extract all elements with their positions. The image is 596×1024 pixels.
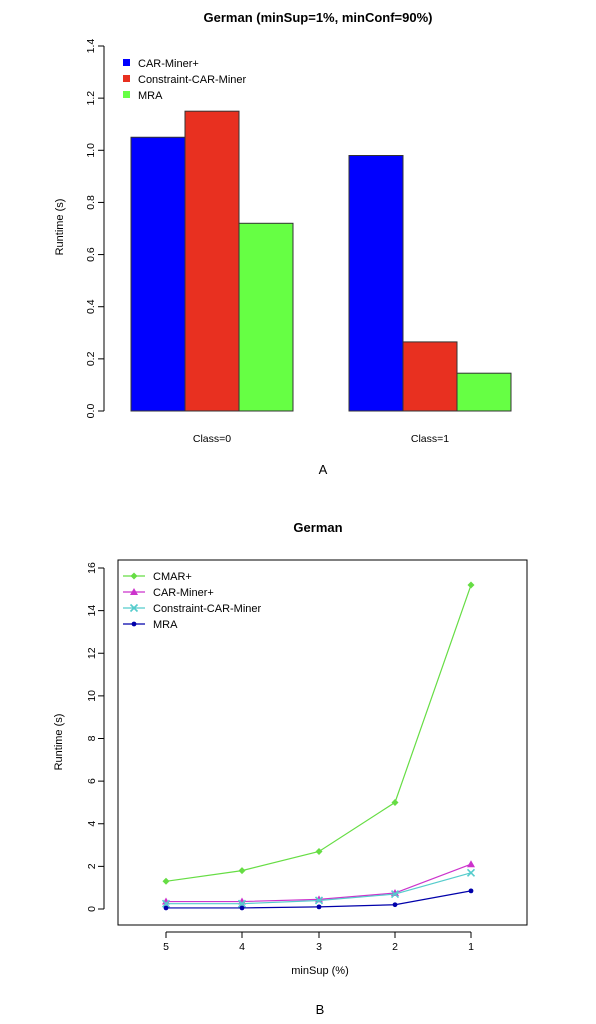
- chart-a-legend-swatch: [123, 91, 130, 98]
- chart-a-bar: [238, 222, 294, 412]
- chart-b-x-axis-label: minSup (%): [291, 965, 348, 977]
- chart-a-bar: [456, 372, 512, 412]
- chart-b-data-point: [468, 888, 474, 894]
- chart-b-x-tick-label: 1: [468, 941, 474, 953]
- chart-b-legend-label: CMAR+: [153, 571, 192, 583]
- chart-b-y-axis-label: Runtime (s): [53, 714, 65, 771]
- chart-a-category-labels: Class=0 Class=1: [193, 433, 449, 445]
- chart-a-panel-label: A: [319, 462, 328, 477]
- chart-a-y-tick-label: 0.2: [85, 351, 97, 366]
- chart-a-bar: [348, 155, 404, 412]
- chart-b-x-tick-label: 4: [239, 941, 245, 953]
- chart-a-title: German (minSup=1%, minConf=90%): [204, 10, 433, 25]
- chart-b-y-tick-label: 10: [86, 690, 98, 702]
- chart-a-bar: [184, 110, 240, 412]
- chart-a-y-axis: 0.0 0.2 0.4 0.6 0.8 1.0 1.2 1.4: [85, 39, 105, 419]
- chart-a-legend-label: CAR-Miner+: [138, 58, 199, 70]
- chart-a-legend: CAR-Miner+ Constraint-CAR-Miner MRA: [123, 58, 247, 102]
- chart-b-legend-marker: [131, 621, 137, 627]
- chart-a-y-tick-label: 1.2: [85, 91, 97, 106]
- chart-b-legend: CMAR+ CAR-Miner+ Constraint-CAR-Miner MRA: [123, 571, 262, 631]
- chart-a-category-label: Class=1: [411, 433, 449, 445]
- chart-b-x-tick-label: 3: [316, 941, 322, 953]
- chart-b-data-point: [162, 877, 170, 885]
- chart-b-y-tick-label: 16: [86, 562, 98, 574]
- chart-b-series: [161, 581, 476, 911]
- chart-b-data-point: [390, 890, 400, 899]
- chart-b-data-point: [466, 868, 476, 877]
- chart-b-data-point: [316, 904, 322, 910]
- chart-b-legend-marker: [130, 572, 138, 580]
- chart-a-legend-label: Constraint-CAR-Miner: [138, 74, 247, 86]
- chart-b-data-point: [161, 899, 171, 908]
- chart-a-bar: [402, 341, 458, 412]
- chart-a-legend-swatch: [123, 59, 130, 66]
- chart-b-data-point: [163, 905, 169, 911]
- chart-b-x-tick-label: 5: [163, 941, 169, 953]
- chart-b-y-tick-label: 14: [86, 605, 98, 617]
- chart-b-y-axis: 0 2 4 6 8 10 12 14 16: [86, 562, 105, 912]
- chart-b-panel-label: B: [316, 1002, 325, 1017]
- chart-a-y-axis-label: Runtime (s): [54, 199, 66, 256]
- chart-b-series-line: [166, 863, 472, 903]
- chart-b-plot-frame: [117, 559, 528, 926]
- chart-a-y-tick-label: 1.0: [85, 143, 97, 158]
- chart-a-y-tick-label: 0.8: [85, 195, 97, 210]
- chart-b-legend-label: CAR-Miner+: [153, 587, 214, 599]
- chart-a-bars: [130, 110, 512, 412]
- chart-b-data-point: [314, 896, 324, 905]
- chart-b-y-tick-label: 2: [86, 863, 98, 869]
- chart-a-y-tick-label: 0.4: [85, 299, 97, 314]
- chart-a-bar: [130, 136, 186, 412]
- chart-b-y-tick-label: 12: [86, 647, 98, 659]
- chart-b-y-tick-label: 0: [86, 906, 98, 912]
- chart-b: German Runtime (s) minSup (%) 0246810121…: [53, 520, 528, 1017]
- chart-b-data-point: [238, 867, 246, 875]
- chart-b-data-point: [467, 860, 475, 868]
- chart-a-y-tick-label: 0.6: [85, 247, 97, 262]
- chart-b-legend-label: MRA: [153, 619, 178, 631]
- chart-b-x-tick-label: 2: [392, 941, 398, 953]
- chart-b-y-tick-label: 8: [86, 735, 98, 741]
- chart-a-legend-label: MRA: [138, 90, 163, 102]
- chart-b-legend-marker: [129, 603, 139, 613]
- chart-a-y-tick-label: 0.0: [85, 404, 97, 419]
- chart-b-legend-marker: [130, 588, 138, 595]
- chart-b-data-point: [239, 905, 245, 911]
- chart-b-y-tick-label: 4: [86, 821, 98, 827]
- chart-a-legend-swatch: [123, 75, 130, 82]
- chart-b-y-tick-label: 6: [86, 778, 98, 784]
- chart-b-series-line: [165, 584, 472, 882]
- chart-b-title: German: [293, 520, 342, 535]
- chart-a: German (minSup=1%, minConf=90%) Runtime …: [54, 10, 512, 477]
- chart-a-y-tick-label: 1.4: [85, 39, 97, 54]
- chart-b-legend-label: Constraint-CAR-Miner: [153, 603, 262, 615]
- chart-b-x-axis: 5 4 3 2 1: [163, 931, 474, 953]
- chart-b-data-point: [237, 899, 247, 908]
- chart-b-data-point: [391, 798, 399, 806]
- chart-b-data-point: [467, 581, 475, 589]
- chart-a-category-label: Class=0: [193, 433, 231, 445]
- chart-b-data-point: [315, 847, 323, 855]
- chart-b-data-point: [392, 902, 398, 908]
